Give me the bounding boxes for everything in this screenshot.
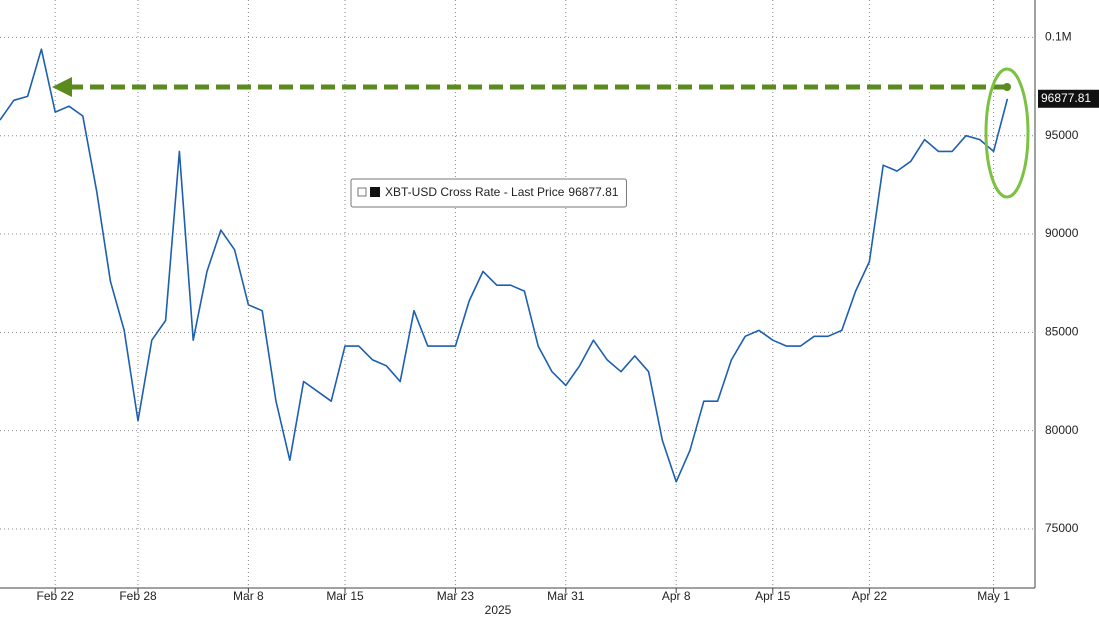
y-tick-label: 80000 (1045, 423, 1079, 437)
last-price-label: 96877.81 (1041, 91, 1091, 105)
price-line (0, 48, 1009, 483)
annotation-arrowhead (52, 77, 72, 97)
x-tick-label: Apr 22 (852, 589, 888, 603)
x-tick-label: Mar 23 (437, 589, 475, 603)
legend: XBT-USD Cross Rate - Last Price 96877.81 (350, 178, 627, 208)
y-tick-label: 90000 (1045, 226, 1079, 240)
last-price-box (1038, 89, 1099, 108)
x-axis-label: 2025 (485, 603, 512, 617)
legend-label: XBT-USD Cross Rate - Last Price (385, 185, 565, 199)
last-price-tag: 96877.81 (1038, 89, 1099, 108)
x-tick-label: May 1 (977, 589, 1010, 603)
y-tick-label: 85000 (1045, 325, 1079, 339)
y-tick-label: 75000 (1045, 521, 1079, 535)
y-tick-label: 95000 (1045, 128, 1079, 142)
legend-box (350, 178, 627, 208)
x-tick-label: Mar 15 (326, 589, 364, 603)
annotation-ellipse (984, 67, 1030, 199)
legend-value: 96877.81 (568, 185, 618, 199)
x-tick-label: Apr 15 (755, 589, 791, 603)
y-tick-label: 0.1M (1045, 30, 1072, 44)
annotation-dot (1003, 83, 1011, 91)
x-tick-label: Apr 8 (662, 589, 691, 603)
legend-toggle (357, 187, 367, 197)
x-tick-label: Mar 8 (233, 589, 264, 603)
legend-swatch (370, 187, 380, 197)
x-tick-label: Mar 31 (547, 589, 585, 603)
x-tick-label: Feb 28 (119, 589, 157, 603)
x-tick-label: Feb 22 (37, 589, 75, 603)
